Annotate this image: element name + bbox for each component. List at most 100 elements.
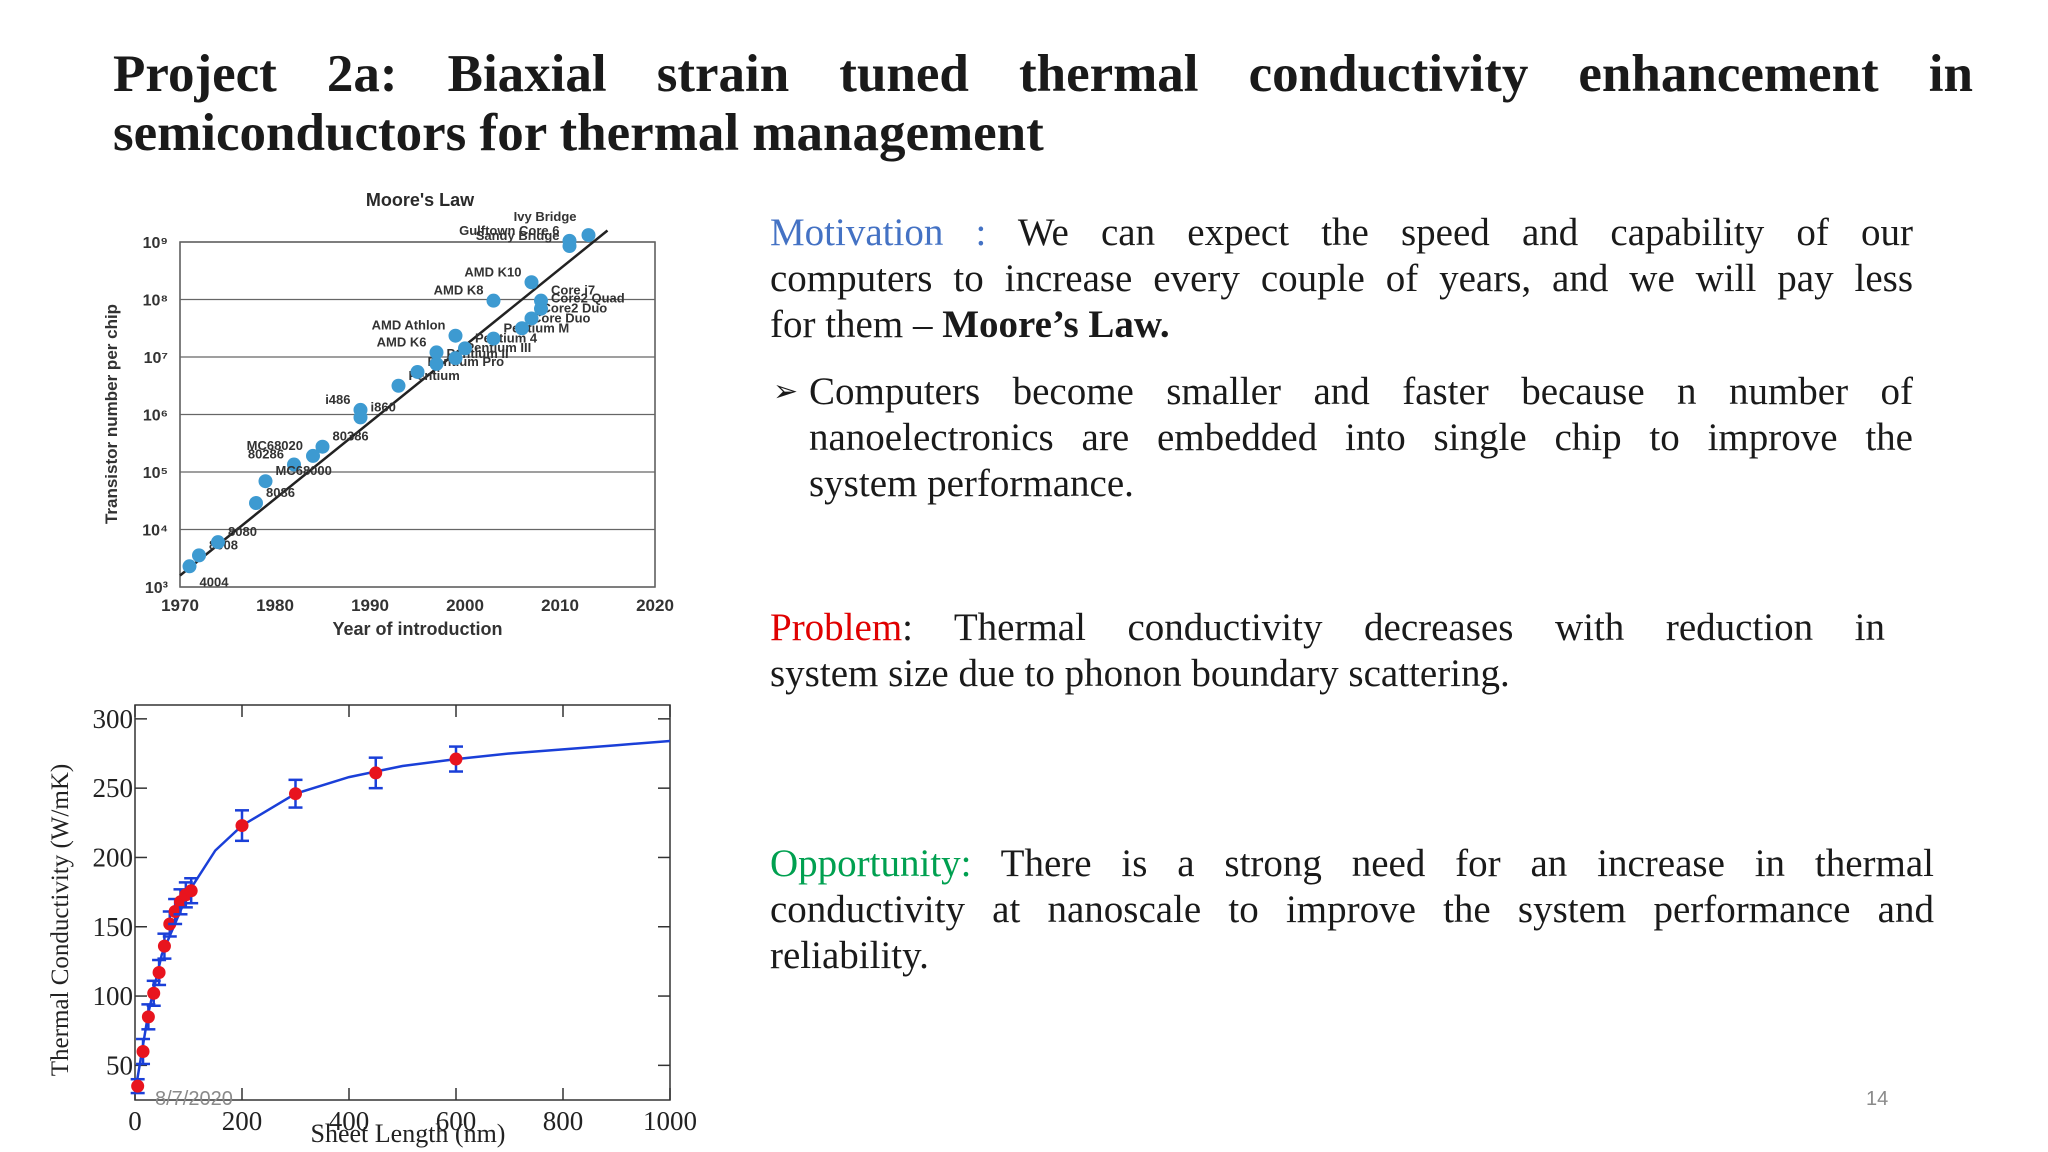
point-label: Gulftown Core 6 xyxy=(459,223,559,238)
data-point xyxy=(211,535,225,550)
slide-title: Project 2a: Biaxial strain tuned thermal… xyxy=(113,45,1973,163)
grid-lines xyxy=(180,241,655,588)
x-tick-label: 2000 xyxy=(446,596,484,615)
y-tick-label: 10³ xyxy=(145,580,168,597)
data-point xyxy=(448,328,463,343)
opportunity-line-3: reliability. xyxy=(770,934,929,977)
x-tick-label: 600 xyxy=(436,1106,477,1136)
point-label: Sandy Bridge xyxy=(476,228,560,243)
footer-date: 8/7/2020 xyxy=(155,1088,233,1110)
data-point xyxy=(562,233,577,248)
y-tick-label: 10⁸ xyxy=(143,293,168,310)
point-label: Core i7 xyxy=(551,283,595,298)
y-tick-label: 10⁴ xyxy=(142,523,168,540)
point-label: 4004 xyxy=(200,574,230,589)
data-point xyxy=(306,448,320,463)
problem-line-2: system size due to phonon boundary scatt… xyxy=(770,652,1510,695)
data-points: 400480088080808680286MC68000MC6802080386… xyxy=(182,209,625,589)
problem-label: Problem xyxy=(770,606,903,649)
data-point xyxy=(131,1079,145,1093)
point-label: AMD Athlon xyxy=(372,318,446,333)
motivation-line-2: computers to increase every couple of ye… xyxy=(770,257,1913,300)
y-axis-label: Thermal Conductivity (W/mK) xyxy=(47,764,74,1076)
data-point xyxy=(429,345,444,360)
x-tick-label: 400 xyxy=(329,1106,370,1136)
motivation-label: Motivation : xyxy=(770,211,987,254)
point-label: i860 xyxy=(371,399,396,414)
x-tick-label: 0 xyxy=(128,1106,142,1136)
bullet-line-1: Computers become smaller and faster beca… xyxy=(809,370,1913,413)
data-point xyxy=(235,819,249,833)
bullet-paragraph: ➢ Computers become smaller and faster be… xyxy=(773,369,1913,507)
motivation-text-1: We can expect the speed and capability o… xyxy=(1017,211,1914,254)
bullet-marker: ➢ xyxy=(773,374,799,409)
data-point xyxy=(486,331,501,346)
y-tick-label: 50 xyxy=(106,1050,133,1080)
motivation-text-3: for them – xyxy=(770,303,943,346)
data-point xyxy=(410,364,425,379)
data-point xyxy=(141,1010,155,1024)
data-point xyxy=(486,293,501,308)
data-point xyxy=(157,939,171,953)
x-tick-label: 1000 xyxy=(643,1106,697,1136)
title-line-1: Project 2a: Biaxial strain tuned thermal… xyxy=(113,45,1973,103)
data-point xyxy=(353,410,368,425)
data-point xyxy=(534,293,548,308)
bullet-line-3: system performance. xyxy=(809,462,1134,505)
x-tick-labels: 0 200 400 600 800 1000 xyxy=(128,1106,697,1136)
x-axis-label: Sheet Length (nm) xyxy=(311,1119,506,1148)
problem-paragraph: Problem: Thermal conductivity decreases … xyxy=(770,605,1885,697)
data-point xyxy=(249,496,263,511)
data-point xyxy=(581,228,596,243)
data-point xyxy=(448,351,463,366)
data-point xyxy=(182,559,197,574)
point-label: i486 xyxy=(325,392,350,407)
motivation-paragraph: Motivation : We can expect the speed and… xyxy=(770,210,1913,348)
motivation-line-3: for them – Moore’s Law. xyxy=(770,302,1913,348)
bullet-line-2: nanoelectronics are embedded into single… xyxy=(809,416,1913,459)
point-label: MC68020 xyxy=(247,438,303,453)
data-point xyxy=(258,474,273,489)
footer-page-number: 14 xyxy=(1866,1088,1889,1110)
data-point xyxy=(458,341,472,356)
problem-line-1: Problem: Thermal conductivity decreases … xyxy=(770,605,1885,651)
point-label: AMD K6 xyxy=(377,334,427,349)
y-tick-labels: 10³ 10⁴ 10⁵ 10⁶ 10⁷ 10⁸ 10⁹ xyxy=(142,235,168,597)
point-label: Pentium III xyxy=(466,340,532,355)
y-tick-labels: 50 100 150 200 250 300 xyxy=(93,704,134,1080)
point-label: AMD K8 xyxy=(434,283,484,298)
point-label: 8080 xyxy=(228,524,257,539)
x-tick-label: 1980 xyxy=(256,596,294,615)
x-tick-label: 1990 xyxy=(351,596,389,615)
y-tick-label: 250 xyxy=(93,773,134,803)
moores-law-term: Moore’s Law. xyxy=(942,303,1170,346)
tick-marks xyxy=(134,705,671,1100)
y-tick-label: 200 xyxy=(93,842,134,872)
point-label: 8086 xyxy=(266,485,295,500)
data-point xyxy=(369,766,383,780)
motivation-line-1: Motivation : We can expect the speed and… xyxy=(770,210,1913,256)
data-point xyxy=(147,986,161,1000)
trend-line xyxy=(179,229,609,577)
point-label: Ivy Bridge xyxy=(514,209,577,224)
point-label: 80386 xyxy=(333,429,369,444)
opportunity-text-1: There is a strong need for an increase i… xyxy=(1000,842,1934,885)
data-point xyxy=(136,1044,150,1058)
y-tick-label: 300 xyxy=(93,704,134,734)
point-label: Core2 Quad xyxy=(551,291,625,306)
data-point xyxy=(287,457,301,472)
plot-frame xyxy=(134,704,671,1101)
data-point xyxy=(192,548,206,563)
data-points xyxy=(130,745,463,1095)
y-axis-label: Transistor number per chip xyxy=(102,304,121,524)
x-tick-label: 800 xyxy=(543,1106,584,1136)
y-tick-label: 10⁷ xyxy=(144,350,168,367)
point-label: 80286 xyxy=(248,447,284,462)
point-label: AMD K10 xyxy=(464,264,521,279)
chart-title: Moore's Law xyxy=(366,190,475,210)
point-label: Core2 Duo xyxy=(542,300,608,315)
fit-curve xyxy=(133,739,671,1094)
x-tick-label: 2010 xyxy=(541,596,579,615)
title-line-2: semiconductors for thermal management xyxy=(113,104,1044,162)
y-tick-label: 10⁹ xyxy=(143,235,168,252)
